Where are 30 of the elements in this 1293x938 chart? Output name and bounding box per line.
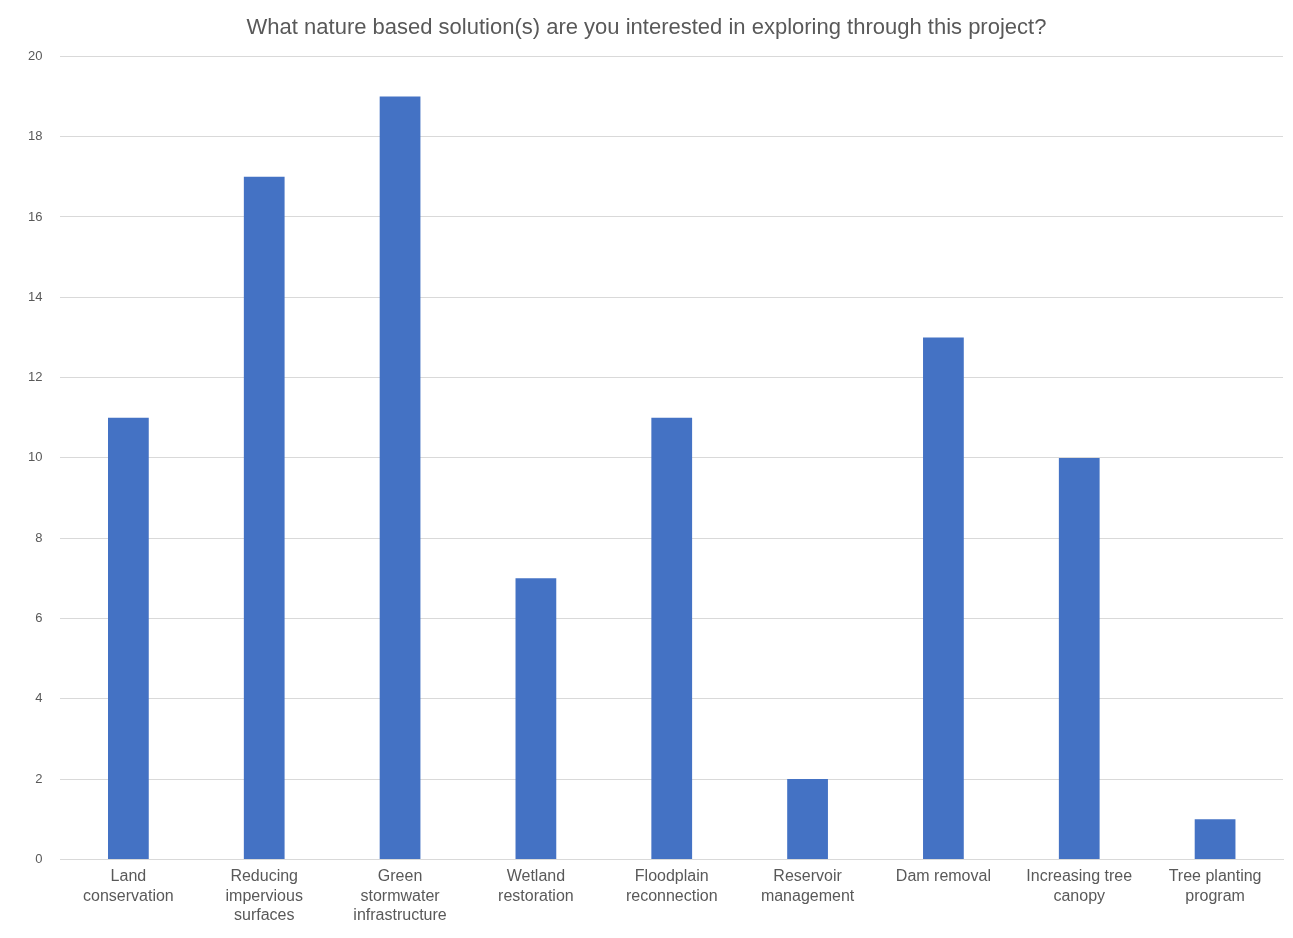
bar bbox=[108, 417, 149, 859]
x-tick-label: Green stormwater infrastructure bbox=[353, 867, 447, 923]
y-tick-label: 6 bbox=[35, 610, 43, 626]
y-tick-label: 18 bbox=[27, 128, 43, 144]
x-tick-label: Land conservation bbox=[83, 867, 174, 904]
y-tick-label: 12 bbox=[27, 369, 43, 385]
y-tick-label: 8 bbox=[35, 529, 43, 545]
bar bbox=[1058, 457, 1100, 859]
y-tick-label: 4 bbox=[35, 690, 43, 706]
bar bbox=[515, 578, 557, 859]
bar bbox=[379, 96, 421, 859]
y-tick-label: 2 bbox=[35, 770, 43, 786]
x-tick-label: Wetland restoration bbox=[498, 867, 574, 904]
x-tick-label: Increasing tree canopy bbox=[1026, 867, 1133, 904]
x-tick-label: Reservoir management bbox=[760, 867, 855, 904]
y-tick-label: 16 bbox=[27, 208, 43, 224]
y-tick-label: 14 bbox=[27, 288, 43, 304]
y-tick-label: 20 bbox=[27, 47, 43, 63]
bar bbox=[1194, 819, 1236, 859]
y-tick-label: 10 bbox=[27, 449, 43, 465]
x-tick-label: Tree planting program bbox=[1168, 867, 1262, 904]
x-tick-label: Floodplain reconnection bbox=[625, 867, 718, 904]
bar bbox=[651, 417, 693, 859]
x-tick-label: Dam removal bbox=[895, 867, 991, 885]
y-tick-label: 0 bbox=[35, 850, 43, 866]
chart-title: What nature based solution(s) are you interested in exploring through this project? bbox=[246, 14, 1047, 40]
bar bbox=[243, 176, 285, 859]
bar bbox=[787, 779, 828, 859]
x-tick-label: Reducing impervious surfaces bbox=[225, 867, 303, 923]
bar bbox=[923, 337, 964, 859]
